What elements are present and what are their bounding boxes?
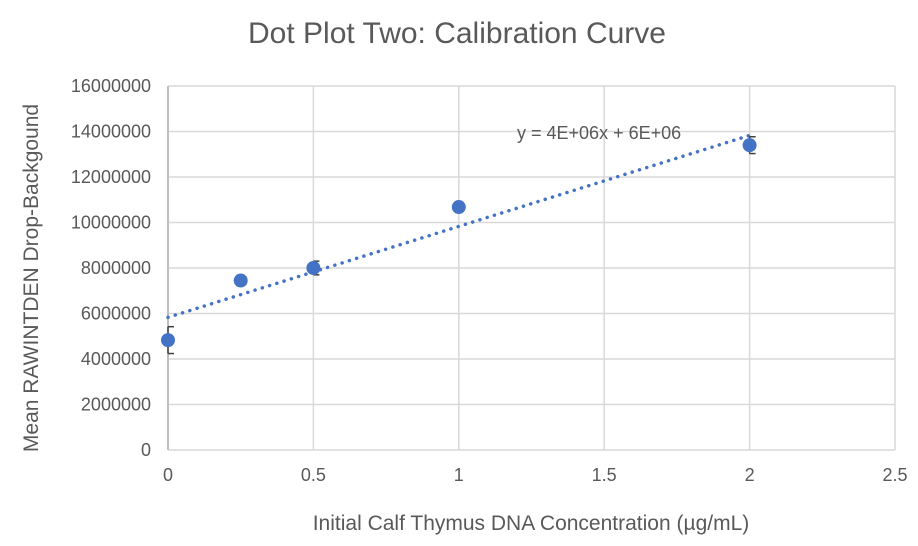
y-tick-label: 14000000	[71, 122, 151, 142]
gridlines	[167, 85, 896, 451]
error-bars	[167, 135, 756, 355]
trendline-equation: y = 4E+06x + 6E+06	[517, 123, 681, 143]
chart-title: Dot Plot Two: Calibration Curve	[248, 17, 666, 50]
x-tick-label: 2.5	[882, 465, 907, 485]
y-tick-label: 2000000	[81, 395, 151, 415]
data-point	[451, 200, 466, 215]
x-tick-label: 1	[454, 465, 464, 485]
data-point	[233, 273, 248, 288]
y-tick-label: 16000000	[71, 76, 151, 96]
data-point	[306, 261, 321, 275]
trendline	[166, 133, 752, 320]
y-axis-title: Mean RAWINTDEN Drop-Backgound	[20, 104, 43, 452]
x-axis-title: Initial Calf Thymus DNA Concentration (µ…	[313, 512, 750, 535]
x-tick-label: 1.5	[592, 465, 617, 485]
y-tick-label: 6000000	[81, 304, 151, 324]
y-tick-label: 4000000	[81, 349, 151, 369]
data-point	[742, 138, 757, 153]
y-tick-label: 0	[141, 440, 151, 460]
x-tick-label: 0	[163, 465, 173, 485]
y-tick-label: 12000000	[71, 167, 151, 187]
y-tick-label: 8000000	[81, 258, 151, 278]
data-point	[161, 333, 175, 348]
trendline-group	[166, 133, 752, 320]
x-tick-label: 0.5	[301, 465, 326, 485]
tick-labels: 0200000040000006000000800000010000000120…	[71, 76, 908, 485]
data-points	[161, 138, 757, 348]
x-tick-label: 2	[745, 465, 755, 485]
y-tick-label: 10000000	[71, 213, 151, 233]
